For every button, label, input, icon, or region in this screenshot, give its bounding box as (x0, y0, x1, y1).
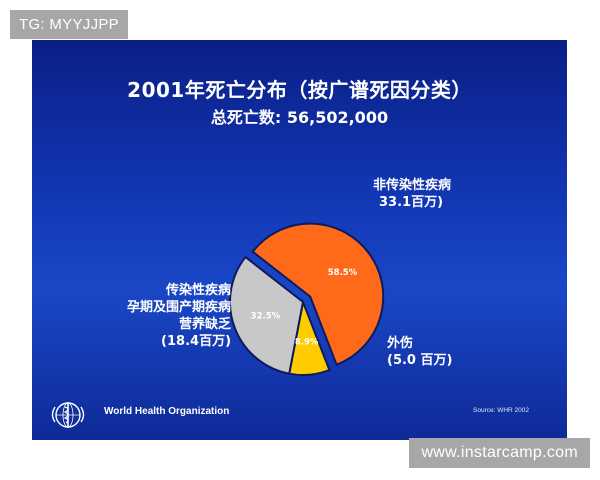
watermark-top-left: TG: MYYJJPP (10, 10, 128, 39)
slide-subtitle: 总死亡数: 56,502,000 (210, 108, 389, 127)
label-ncd-value: 33.1百万) (379, 195, 444, 210)
pie-slice-label-2: 32.5% (251, 312, 281, 322)
label-injuries: 外伤 (5.0 百万) (387, 335, 452, 369)
label-cd-line3: 营养缺乏 (179, 317, 232, 332)
slide-title: 2001年死亡分布（按广谱死因分类） (127, 78, 472, 102)
pie-slice-0 (251, 222, 385, 366)
label-cd-line2: 孕期及围产期疾病 (127, 300, 232, 315)
pie-chart: 58.5% 8.9% 32.5% (229, 222, 385, 376)
who-emblem-icon (51, 402, 85, 428)
label-inj-value: (5.0 百万) (387, 353, 453, 368)
label-noncommunicable: 非传染性疾病 33.1百万) (373, 177, 451, 211)
label-communicable: 传染性疾病 孕期及围产期疾病 营养缺乏 (18.4百万) (127, 282, 231, 350)
label-ncd-name: 非传染性疾病 (373, 178, 452, 193)
footer-source: Source: WHR 2002 (473, 407, 529, 414)
pie-slice-label-0: 58.5% (328, 268, 358, 278)
label-inj-name: 外伤 (387, 336, 414, 351)
watermark-bottom-right: www.instarcamp.com (409, 438, 590, 468)
label-cd-value: (18.4百万) (161, 334, 232, 349)
pie-slice-label-1: 8.9% (295, 337, 319, 347)
pie-slice-2 (229, 255, 305, 375)
presentation-slide: 2001年死亡分布（按广谱死因分类） 总死亡数: 56,502,000 58.5… (32, 40, 567, 440)
label-cd-line1: 传染性疾病 (166, 283, 232, 298)
footer-organization: World Health Organization (104, 406, 230, 417)
